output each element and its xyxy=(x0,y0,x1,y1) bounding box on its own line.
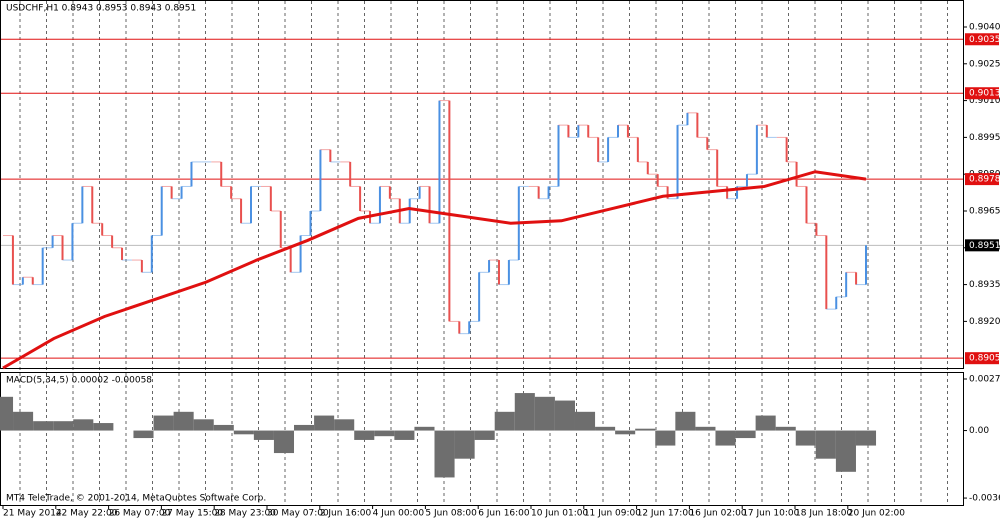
x-tick-label: 22 May 22:00 xyxy=(56,509,118,519)
macd-bar xyxy=(133,430,154,439)
macd-bar xyxy=(855,430,877,446)
y-tick-label: 0.00275 xyxy=(969,375,1000,385)
macd-bar xyxy=(615,430,636,435)
macd-bar xyxy=(273,430,295,454)
y-tick-label: 0.9010 xyxy=(969,96,1000,106)
macd-bar xyxy=(554,400,575,431)
y-tick-label: 0.9040 xyxy=(969,22,1000,32)
macd-bar xyxy=(735,430,756,439)
y-tick-label: 0.8935 xyxy=(969,280,1000,290)
x-tick-label: 11 Jun 09:00 xyxy=(584,509,641,519)
macd-bar xyxy=(675,411,696,431)
macd-bar xyxy=(574,411,596,431)
level-box xyxy=(965,87,999,100)
macd-bar xyxy=(213,424,234,431)
x-tick-label: 28 May 23:00 xyxy=(214,509,276,519)
moving-average xyxy=(2,170,867,370)
macd-bar xyxy=(354,430,375,440)
macd-bar xyxy=(73,419,94,431)
macd-bar xyxy=(334,419,355,431)
macd-bar xyxy=(815,430,836,459)
macd-bar xyxy=(394,430,415,440)
macd-bar xyxy=(53,421,74,431)
macd-bar xyxy=(635,428,656,431)
current-price-box xyxy=(965,239,999,252)
y-tick-label: 0.8965 xyxy=(969,206,1000,216)
macd-bar xyxy=(595,426,616,431)
macd-bar xyxy=(414,426,435,431)
y-tick-label: 0.8995 xyxy=(969,133,1000,143)
macd-panel xyxy=(0,372,964,506)
x-tick-label: 4 Jun 00:00 xyxy=(373,509,425,519)
macd-bar xyxy=(233,430,254,435)
macd-bar xyxy=(655,430,676,446)
macd-title: MACD(5,34,5) 0.00002 -0.00058 xyxy=(6,376,152,386)
macd-bar xyxy=(534,396,555,431)
y-tick-label: 0.9025 xyxy=(969,59,1000,69)
macd-bar xyxy=(474,430,495,440)
y-tick-label: 0.00 xyxy=(969,426,989,436)
macd-bar xyxy=(775,426,796,431)
x-tick-label: 20 Jun 02:00 xyxy=(848,509,905,519)
level-label: 0.9035 xyxy=(969,35,1000,45)
x-tick-label: 26 May 07:00 xyxy=(109,509,171,519)
macd-bar xyxy=(374,430,395,437)
x-tick-label: 21 May 2014 xyxy=(3,509,62,519)
macd-bar xyxy=(755,415,776,431)
macd-bar xyxy=(715,430,736,446)
macd-bar xyxy=(193,419,214,431)
x-tick-label: 12 Jun 17:00 xyxy=(637,509,694,519)
x-tick-label: 18 Jun 18:00 xyxy=(795,509,852,519)
x-tick-label: 2 Jun 16:00 xyxy=(320,509,372,519)
y-tick-label: -0.0036 xyxy=(969,494,1000,504)
footer: MT4 TeleTrade, © 2001-2014, MetaQuotes S… xyxy=(6,494,266,504)
level-box xyxy=(965,173,999,186)
macd-bar xyxy=(13,411,34,431)
main-panel xyxy=(0,0,964,369)
x-tick-label: 6 Jun 16:00 xyxy=(478,509,530,519)
macd-bar xyxy=(93,423,114,431)
macd-bar xyxy=(434,430,455,478)
level-label: 0.9013 xyxy=(969,89,1000,99)
x-tick-label: 17 Jun 10:00 xyxy=(742,509,799,519)
x-tick-label: 27 May 15:00 xyxy=(161,509,223,519)
macd-bar xyxy=(294,424,315,431)
macd-bar xyxy=(835,430,856,472)
y-tick-label: 0.8920 xyxy=(969,317,1000,327)
symbol-title: USDCHF,H1 0.8943 0.8953 0.8943 0.8951 xyxy=(6,4,196,14)
macd-bar xyxy=(695,426,716,431)
macd-bar xyxy=(153,415,174,431)
macd-bar xyxy=(33,421,54,431)
x-tick-label: 30 May 07:00 xyxy=(267,509,329,519)
x-tick-label: 5 Jun 08:00 xyxy=(425,509,477,519)
level-box xyxy=(965,352,999,365)
macd-bar xyxy=(454,430,475,459)
macd-bar xyxy=(314,415,335,431)
level-label: 0.8905 xyxy=(969,354,1000,364)
current-price-label: 0.8951 xyxy=(969,241,1000,251)
macd-bar xyxy=(514,393,535,431)
macd-bar xyxy=(173,411,194,431)
level-box xyxy=(965,33,999,46)
macd-bar xyxy=(253,430,274,440)
x-tick-label: 10 Jun 01:00 xyxy=(531,509,588,519)
macd-bar xyxy=(795,430,816,446)
level-label: 0.8978 xyxy=(969,175,1000,185)
macd-bar xyxy=(0,396,14,431)
x-tick-label: 16 Jun 02:00 xyxy=(689,509,746,519)
macd-bar xyxy=(494,411,515,431)
